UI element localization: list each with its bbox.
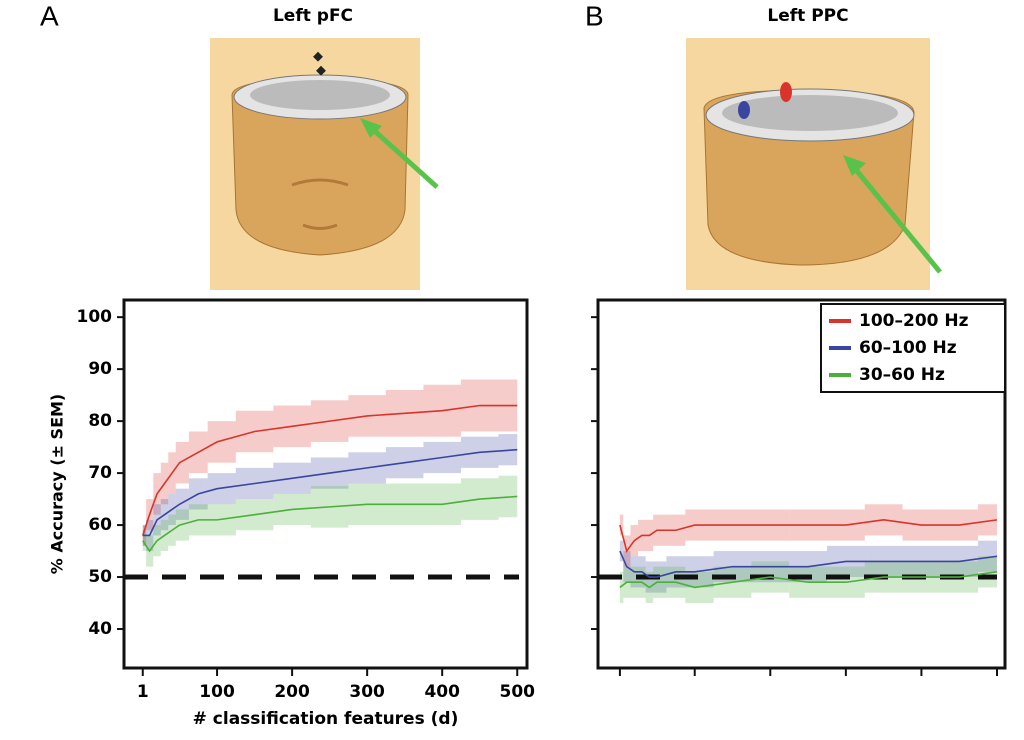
panel-title: Left pFC (273, 6, 353, 26)
sem-band (978, 540, 997, 572)
panel-letter: B (585, 0, 604, 31)
x-tick-label: 200 (274, 682, 310, 702)
y-tick-label: 100 (77, 307, 113, 327)
sem-band (142, 530, 147, 552)
sem-band (175, 441, 189, 484)
series-line (619, 550, 998, 578)
y-tick-label: 60 (88, 515, 112, 535)
x-tick-label: 300 (349, 682, 385, 702)
y-tick-label: 50 (88, 567, 112, 587)
series-line (142, 495, 518, 553)
sem-band (619, 571, 624, 604)
series-line (142, 448, 518, 537)
x-tick-label: 400 (424, 682, 460, 702)
sem-band (619, 540, 624, 562)
y-axis-label: % Accuracy (± SEM) (48, 394, 67, 575)
plot-frame (596, 298, 1007, 670)
sem-band (978, 504, 997, 536)
y-tick-label: 80 (88, 411, 112, 431)
x-tick-label: 1 (137, 682, 149, 702)
brain-illustration-a (210, 38, 439, 290)
series-line (619, 571, 998, 589)
sem-band (978, 556, 997, 588)
x-axis-label: # classification features (d) (193, 709, 459, 729)
legend-label: 100–200 Hz (859, 311, 969, 331)
y-tick-label: 70 (88, 463, 112, 483)
x-tick-label: 500 (499, 682, 535, 702)
brain-illustration-b (686, 38, 942, 290)
legend-label: 60–100 Hz (859, 338, 957, 358)
sem-band (175, 488, 189, 520)
sem-band (619, 514, 624, 536)
plot-frame (122, 298, 529, 670)
panel-letter: A (40, 0, 59, 31)
legend-box (820, 303, 1006, 393)
y-tick-label: 40 (88, 619, 112, 639)
x-tick-label: 100 (199, 682, 235, 702)
series-line (142, 404, 518, 536)
series-line (619, 519, 998, 553)
panel-title: Left PPC (767, 6, 848, 26)
legend-label: 30–60 Hz (859, 365, 945, 385)
sem-band (207, 421, 236, 463)
y-tick-label: 90 (88, 359, 112, 379)
